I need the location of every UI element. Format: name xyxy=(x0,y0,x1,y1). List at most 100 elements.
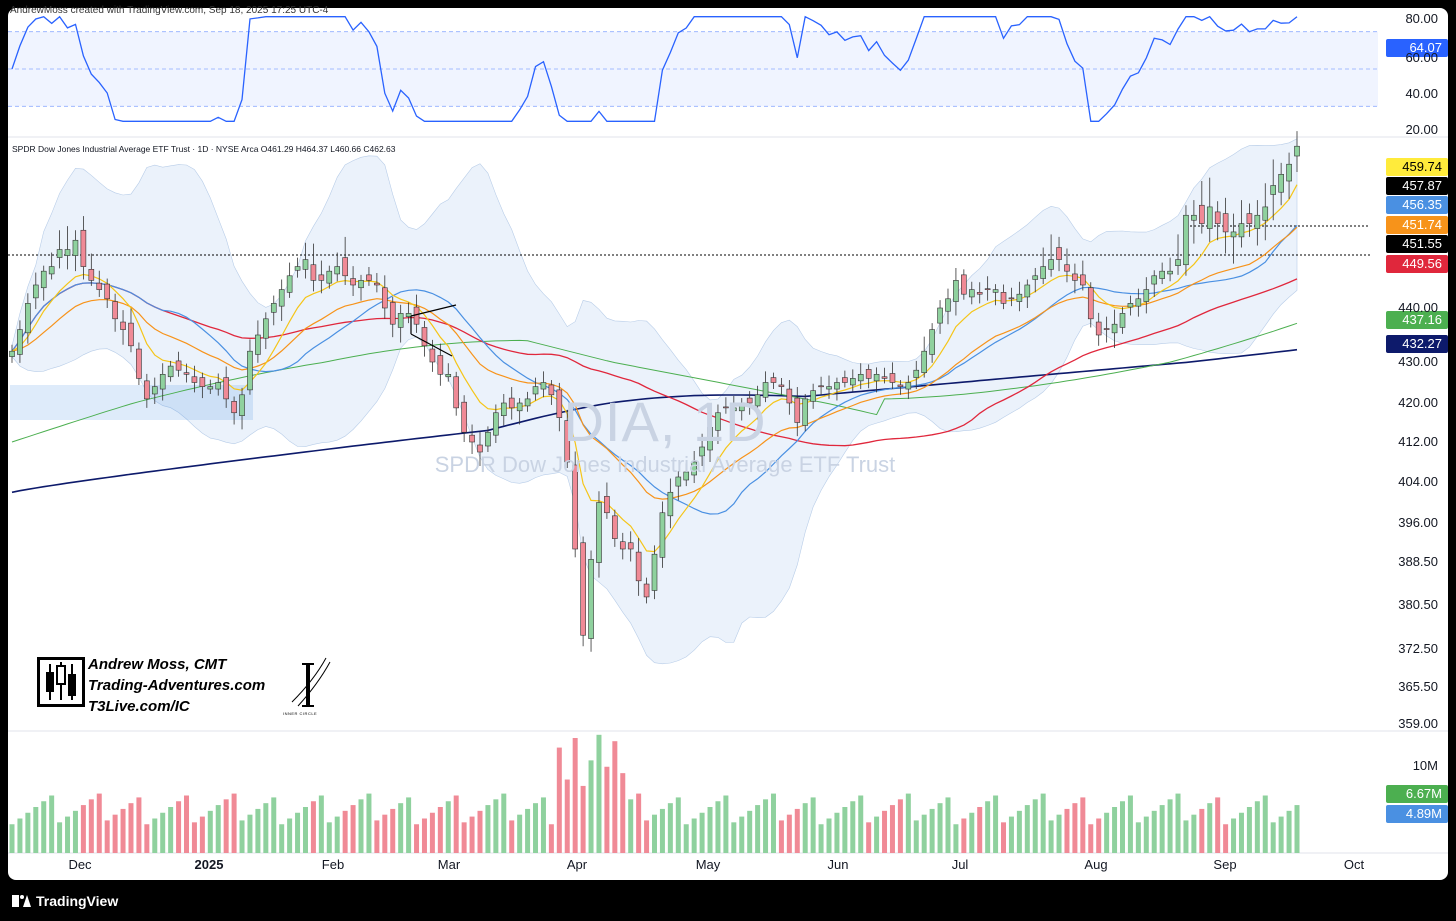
candle-body xyxy=(961,274,967,295)
candle-body xyxy=(1167,270,1173,275)
volume-bar xyxy=(866,822,872,853)
candle xyxy=(358,274,364,301)
volume-bar xyxy=(961,818,967,853)
volume-bar xyxy=(636,793,642,853)
rsi-tick: 40.00 xyxy=(1405,86,1438,101)
candle-body xyxy=(453,376,459,409)
candle xyxy=(818,376,824,395)
candle xyxy=(723,397,729,414)
candle-body xyxy=(112,301,118,320)
candle-body xyxy=(572,464,578,550)
candle-body xyxy=(1278,173,1284,193)
candle xyxy=(802,393,809,432)
time-tick: Oct xyxy=(1343,857,1365,872)
candle-body xyxy=(144,380,150,400)
volume-bar xyxy=(318,795,324,853)
volume-bar xyxy=(1246,807,1252,853)
candle-body xyxy=(921,350,927,373)
volume-bar xyxy=(850,801,856,853)
candle-body xyxy=(302,259,309,270)
time-tick: Aug xyxy=(1084,857,1108,872)
grid-and-bands xyxy=(8,136,1448,854)
candle-body xyxy=(9,350,15,357)
author-logo xyxy=(37,657,85,707)
volume-bar xyxy=(176,801,182,853)
price-tag: 456.35 xyxy=(1386,196,1448,214)
volume-bar xyxy=(342,810,348,853)
candle-body xyxy=(1175,259,1181,266)
volume-bar xyxy=(485,805,491,853)
volume-bar xyxy=(1088,824,1094,853)
volume-bar xyxy=(953,824,959,853)
candle xyxy=(945,288,951,325)
candle-body xyxy=(294,266,301,271)
candle xyxy=(461,395,467,442)
candle xyxy=(500,393,507,426)
volume-bar xyxy=(1270,822,1276,853)
candle-body xyxy=(247,350,253,391)
candle xyxy=(1222,197,1229,254)
candle xyxy=(707,421,713,462)
candle xyxy=(1095,312,1102,346)
candle xyxy=(651,545,658,600)
candle xyxy=(40,265,47,301)
candle-body xyxy=(493,412,499,436)
candle-body xyxy=(699,446,705,457)
candle-body xyxy=(326,270,333,284)
candle-body xyxy=(778,384,785,387)
candle xyxy=(1135,288,1142,317)
candle xyxy=(770,372,777,390)
volume-bar xyxy=(1167,799,1173,853)
candle xyxy=(794,387,801,437)
volume-bar xyxy=(184,795,190,853)
chart-canvas[interactable] xyxy=(0,0,1456,880)
rsi-pane xyxy=(8,15,1378,122)
candle-body xyxy=(17,329,23,355)
volume-bar xyxy=(334,816,340,853)
volume-bar xyxy=(9,824,15,853)
candle-body xyxy=(1119,313,1126,328)
volume-bar xyxy=(461,822,467,853)
volume-bar xyxy=(1008,816,1014,853)
volume-bar xyxy=(382,814,388,853)
candle xyxy=(540,371,547,398)
volume-bar xyxy=(1159,805,1165,853)
candle xyxy=(1072,263,1078,294)
volume-bar xyxy=(588,760,594,853)
candle xyxy=(278,279,285,321)
candle-body xyxy=(342,257,348,277)
volume-bar xyxy=(112,814,118,853)
candle xyxy=(247,339,253,395)
candle xyxy=(310,243,317,292)
candle xyxy=(56,230,63,269)
candle xyxy=(1000,284,1007,310)
candle xyxy=(421,320,428,357)
candle xyxy=(112,293,118,332)
volume-tag: 6.67M xyxy=(1386,785,1448,803)
time-tick: Apr xyxy=(566,857,588,872)
candle xyxy=(596,491,602,578)
candle-body xyxy=(881,376,888,379)
author-name: Andrew Moss, CMT xyxy=(88,656,227,673)
candle-body xyxy=(1095,321,1102,336)
tradingview-brand[interactable]: TradingView xyxy=(12,893,118,909)
candle xyxy=(493,404,499,443)
candle-body xyxy=(159,373,166,390)
volume-bar xyxy=(525,808,531,853)
candle-body xyxy=(88,269,95,281)
volume-bar xyxy=(1286,810,1292,853)
candle-body xyxy=(1000,292,1007,304)
volume-bar xyxy=(1024,805,1030,853)
volume-bar xyxy=(985,801,991,853)
candle xyxy=(667,478,674,529)
candle xyxy=(984,276,991,301)
volume-bar xyxy=(1254,801,1260,853)
candle xyxy=(842,370,848,388)
volume-bar xyxy=(778,820,784,853)
candle-body xyxy=(1286,163,1292,182)
candle-body xyxy=(151,386,158,395)
candle-body xyxy=(842,377,848,383)
time-tick: Sep xyxy=(1213,857,1237,872)
candle xyxy=(913,360,920,390)
time-tick: Jun xyxy=(827,857,849,872)
